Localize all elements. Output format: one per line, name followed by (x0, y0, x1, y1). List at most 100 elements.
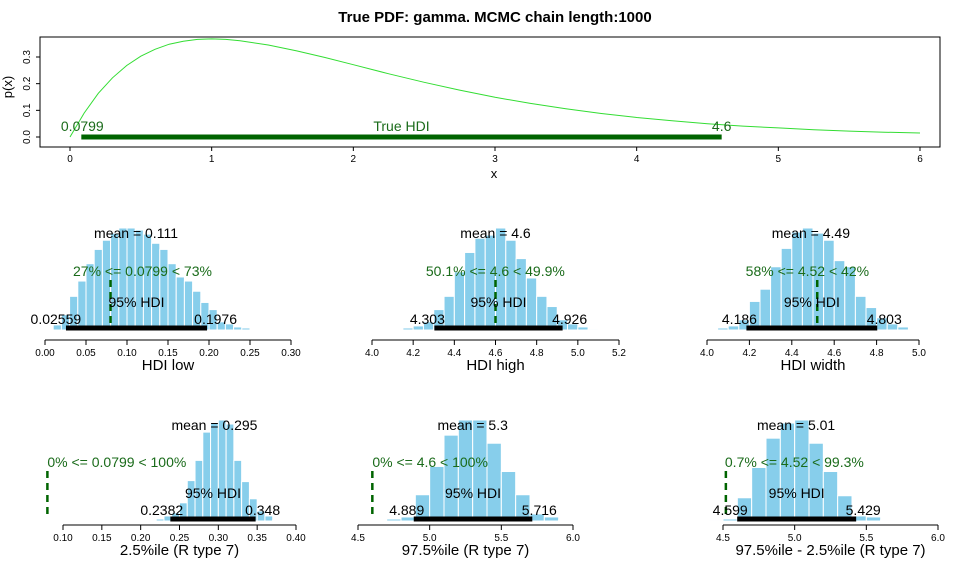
histogram-bar (272, 519, 281, 522)
histogram-panel: 4.0 4.2 4.4 4.6 4.8 5.0 HDI width mean = 4.49 58… (700, 225, 926, 374)
hdi-low-label: 4.889 (389, 502, 424, 518)
histogram-bar (865, 516, 882, 522)
comparison-label: 50.1% <= 4.6 < 49.9% (426, 263, 565, 279)
true-hdi-label: True HDI (373, 118, 429, 134)
histogram-bar (159, 248, 169, 331)
histogram-bar (495, 227, 507, 331)
histogram-bar (151, 242, 161, 331)
x-tick-label: 4.2 (742, 348, 756, 359)
histogram-bar (386, 518, 402, 522)
y-tick-label: 0.1 (22, 103, 33, 117)
hdi-label: 95% HDI (445, 485, 501, 501)
x-tick-label: 0 (67, 154, 73, 165)
histogram-bar (225, 423, 235, 522)
histogram-bar (500, 471, 517, 522)
plot-frame (39, 36, 941, 148)
x-tick-label: 5 (776, 154, 782, 165)
histogram-bar (543, 516, 560, 522)
histogram-bar (780, 247, 793, 331)
x-tick-label: 0.15 (92, 533, 112, 544)
x-axis-label: HDI high (466, 357, 524, 374)
histogram-bar (93, 248, 103, 331)
histogram-bar (264, 515, 274, 522)
mean-label: mean = 0.295 (171, 417, 257, 433)
x-tick-label: 4.8 (530, 348, 544, 359)
comparison-label: 0% <= 0.0799 < 100% (47, 454, 186, 470)
x-tick-label: 5.2 (612, 348, 626, 359)
x-tick-label: 0.15 (158, 348, 178, 359)
hdi-label: 95% HDI (108, 294, 164, 310)
histogram-bar (217, 419, 227, 522)
x-tick-label: 0.20 (131, 533, 151, 544)
hdi-high-label: 4.926 (552, 311, 587, 327)
x-tick-label: 0.35 (247, 533, 267, 544)
histogram-bar (880, 519, 896, 522)
histogram-panel: 4.0 4.2 4.4 4.6 4.8 5.0 5.2 HDI high mean = 4.6 5… (365, 225, 626, 374)
histogram-bar (536, 295, 548, 331)
hdi-label: 95% HDI (185, 485, 241, 501)
histogram-bar (484, 234, 497, 331)
x-tick-label: 6.0 (566, 533, 580, 544)
histogram-bar (202, 431, 212, 522)
histogram-bar (175, 276, 185, 331)
x-tick-label: 4.5 (351, 533, 365, 544)
histogram-panel: 0.10 0.15 0.20 0.25 0.30 0.35 0.40 2.5%ile (R t… (46, 417, 306, 559)
histogram-bar (823, 239, 835, 331)
histogram-panels: 0.00 0.05 0.10 0.15 0.20 0.25 0.30 HDI low mean … (31, 225, 946, 559)
x-tick-label: 0.05 (76, 348, 96, 359)
histogram-bar (210, 422, 219, 522)
mean-label: mean = 4.6 (460, 225, 531, 241)
hdi-low-label: 4.186 (722, 311, 757, 327)
histogram-bar (577, 326, 589, 331)
histogram-bar (751, 466, 767, 522)
histogram-bar (142, 233, 153, 331)
histogram-bar (759, 288, 772, 331)
chart-title: True PDF: gamma. MCMC chain length:1000 (338, 9, 651, 26)
comparison-label: 0% <= 4.6 < 100% (372, 454, 488, 470)
hdi-high-label: 4.803 (867, 311, 902, 327)
x-tick-label: 4 (634, 154, 640, 165)
x-tick-label: 0.20 (199, 348, 219, 359)
x-axis-label: 97.5%ile (R type 7) (402, 542, 530, 559)
x-tick-label: 0.40 (286, 533, 306, 544)
histogram-bar (134, 229, 144, 331)
x-tick-label: 3 (492, 154, 498, 165)
hdi-label: 95% HDI (769, 485, 825, 501)
histogram-bar (822, 471, 839, 522)
hdi-high-label: 5.429 (846, 502, 881, 518)
histogram-panel: 4.5 5.0 5.5 6.0 97.5%ile (R type 7) mean = 5.… (351, 417, 580, 559)
histogram-panel: 0.00 0.05 0.10 0.15 0.20 0.25 0.30 HDI low mean … (31, 225, 302, 374)
histogram-bar (233, 326, 243, 331)
x-axis-label: HDI low (142, 357, 195, 374)
histogram-bar (457, 419, 474, 522)
histogram-bar (897, 326, 909, 331)
x-tick-label: 4.0 (700, 348, 714, 359)
x-tick-label: 5.0 (423, 533, 437, 544)
histogram-bar (183, 280, 194, 331)
comparison-label: 58% <= 4.52 < 42% (746, 263, 869, 279)
histogram-bar (779, 422, 796, 522)
hdi-low-label: 0.02559 (31, 311, 82, 327)
mean-label: mean = 5.3 (437, 417, 508, 433)
x-tick-label: 1 (209, 154, 215, 165)
hdi-low-label: 4.599 (713, 502, 748, 518)
histogram-bar (854, 295, 867, 331)
hdi-high-label: 5.716 (522, 502, 557, 518)
x-tick-label: 0.30 (281, 348, 301, 359)
histogram-bar (147, 519, 157, 522)
hdi-label: 95% HDI (470, 294, 526, 310)
histogram-bar (472, 419, 488, 522)
histogram-bar (708, 519, 724, 522)
x-tick-label: 5.5 (494, 533, 508, 544)
histogram-bar (765, 437, 781, 522)
mean-label: mean = 4.49 (772, 225, 850, 241)
histogram-bar (402, 327, 414, 331)
x-tick-label: 5.0 (912, 348, 926, 359)
x-tick-label: 4.2 (406, 348, 420, 359)
histogram-bar (453, 271, 466, 331)
x-tick-label: 4.6 (827, 348, 841, 359)
histogram-bar (118, 227, 128, 331)
histogram-bar (208, 309, 218, 331)
histogram-bar (717, 327, 729, 331)
